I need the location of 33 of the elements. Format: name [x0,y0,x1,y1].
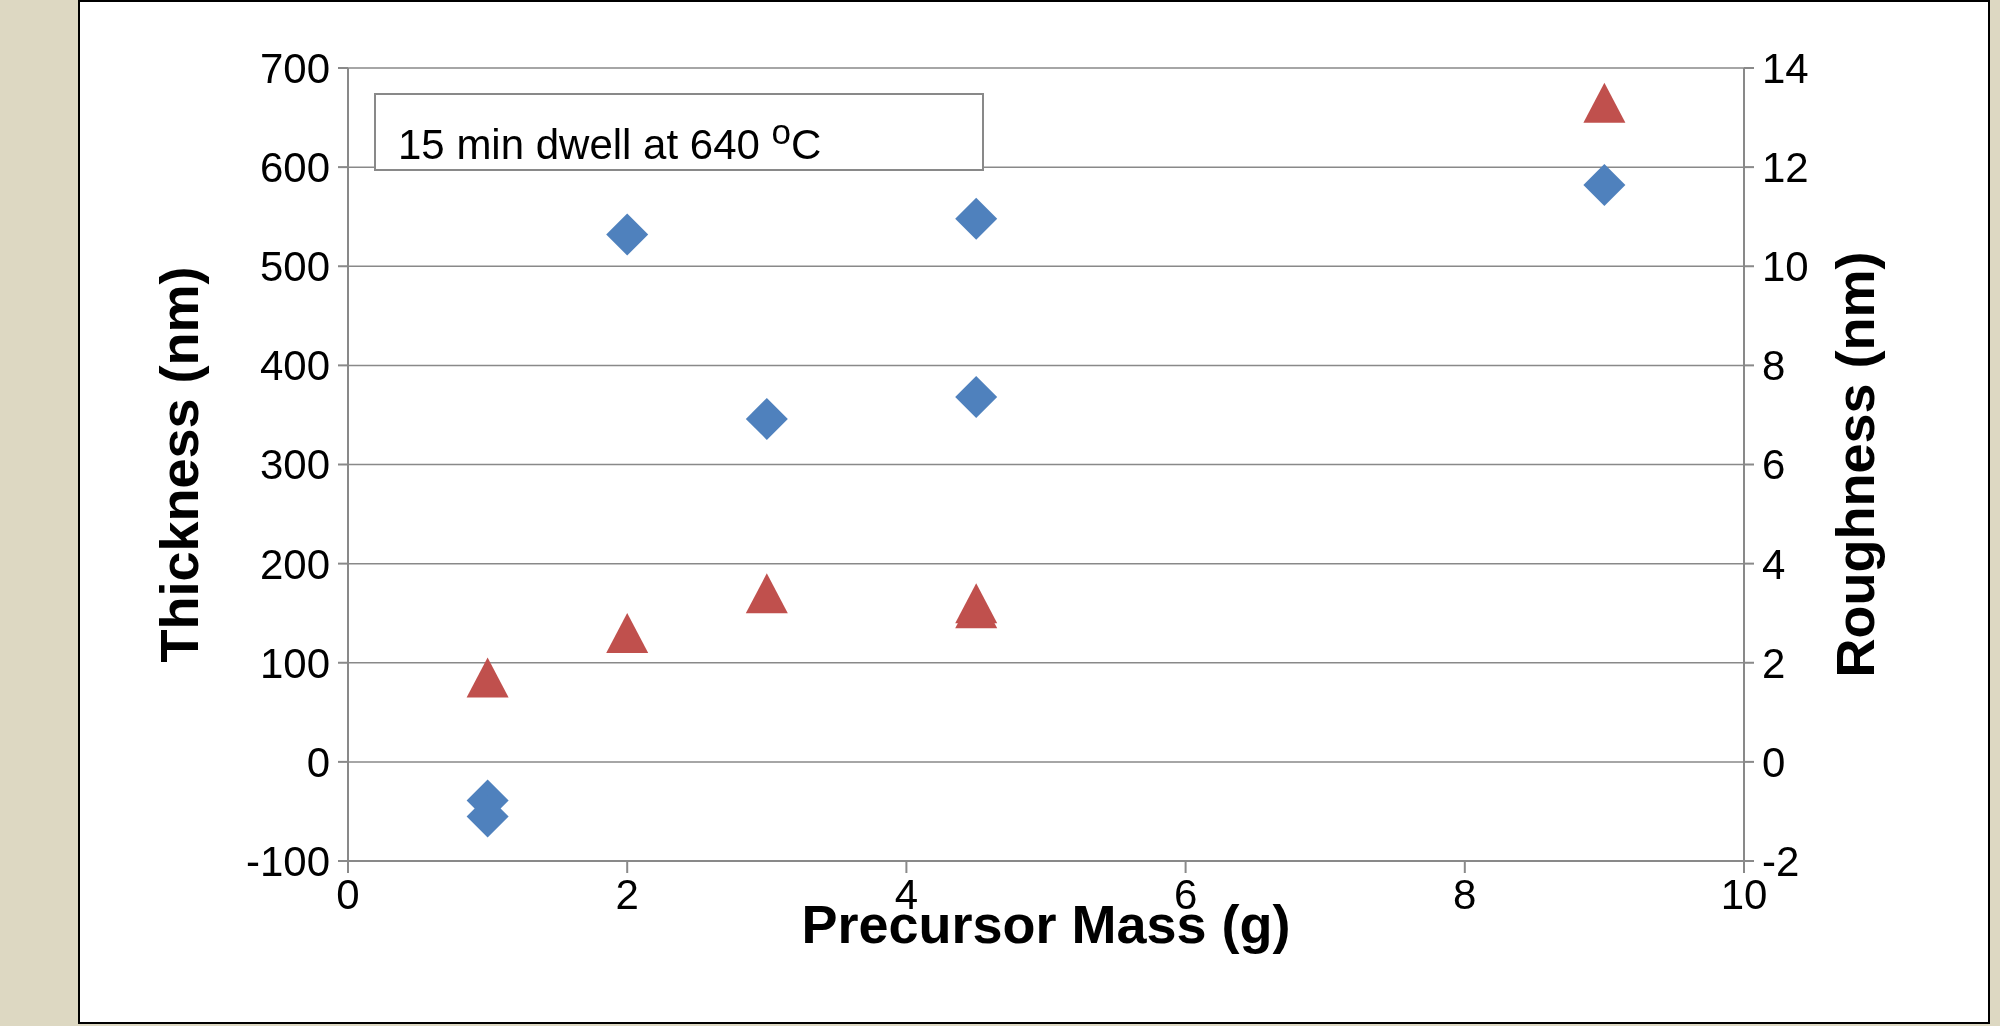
y-tick-label: 400 [259,342,330,390]
point [606,613,649,654]
y2-tick-label: 12 [1762,144,1809,192]
point [1583,82,1626,123]
y2-tick-label: 0 [1762,738,1786,786]
x-tick-label: 0 [336,870,360,918]
y2-tick-label: 2 [1762,639,1786,687]
x-tick-label: 10 [1720,870,1768,918]
y-tick-label: 700 [259,44,330,92]
y-tick-label: 100 [259,639,330,687]
y-tick-label: 0 [306,738,330,786]
y2-tick-label: 10 [1762,243,1809,291]
y-tick-label: 300 [259,441,330,489]
point [955,197,998,240]
y-axis-title: Thickness (nm) [149,266,209,663]
point [745,573,788,614]
point [466,657,509,698]
y-tick-label: -100 [245,837,330,885]
y-tick-label: 500 [259,243,330,291]
y-tick-label: 200 [259,540,330,588]
x-tick-label: 2 [615,870,639,918]
note-box: 15 min dwell at 640 $^{o}$C [374,93,984,171]
point [606,213,649,256]
y-tick-label: 600 [259,144,330,192]
y2-axis-title: Roughness (nm) [1825,251,1885,678]
point [955,376,998,419]
y2-tick-label: 8 [1762,342,1786,390]
point [1583,163,1626,206]
y2-tick-label: 6 [1762,441,1786,489]
y2-tick-label: 14 [1762,44,1809,92]
point [745,397,788,440]
x-tick-label: 8 [1453,870,1477,918]
y2-tick-label: 4 [1762,540,1786,588]
